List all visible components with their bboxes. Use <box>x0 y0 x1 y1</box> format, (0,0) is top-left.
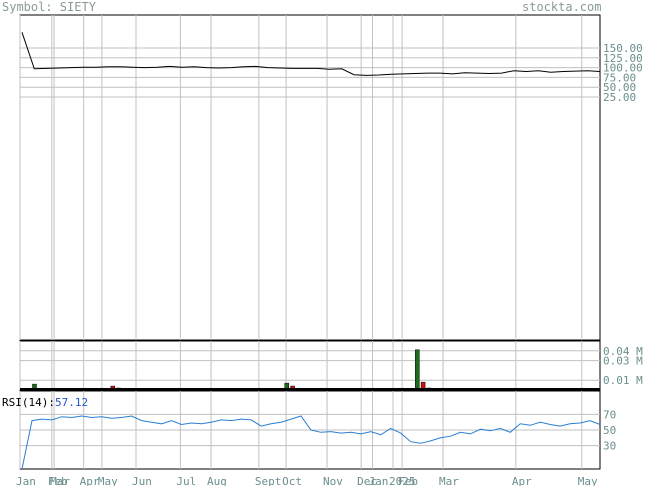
x-axis-label: Sept <box>255 475 282 486</box>
volume-grid <box>19 341 600 390</box>
volume-panel: 0.04 M0.03 M 0.01 M <box>19 340 643 391</box>
rsi-tick-label: 50 <box>603 424 616 437</box>
x-axis-label: Dec <box>357 475 377 486</box>
volume-tick-label: 0.01 M <box>603 374 643 387</box>
volume-bar <box>415 349 420 391</box>
site-label: stockta.com <box>522 0 601 14</box>
price-line <box>21 32 601 76</box>
x-axis-label: May <box>578 475 598 486</box>
volume-frame <box>19 340 601 391</box>
price-tick-label: 125.00 <box>603 52 643 65</box>
rsi-line <box>21 415 601 470</box>
rsi-tick-labels: 70 50 30 <box>603 408 616 452</box>
x-axis-label: Jun <box>132 475 152 486</box>
x-axis-label: May <box>98 475 118 486</box>
x-axis-label: Jan <box>16 475 36 486</box>
x-axis-label: Feb <box>48 475 68 486</box>
volume-tick-label: 0.03 M <box>603 355 643 368</box>
rsi-tick-label: 30 <box>603 440 616 453</box>
x-axis-label: Mar <box>439 475 459 486</box>
x-axis-label: Aug <box>207 475 227 486</box>
x-axis-label: Apr <box>512 475 532 486</box>
x-axis-label: Jan <box>369 475 389 486</box>
price-tick-label: 150.00 <box>603 42 643 55</box>
volume-tick-label: 0.04 M <box>603 345 643 358</box>
rsi-label: RSI(14): <box>2 396 55 409</box>
x-axis-label: Jul <box>176 475 196 486</box>
rsi-value: 57.12 <box>55 396 88 409</box>
x-axis-label: Mar <box>50 475 70 486</box>
price-tick-label: 50.00 <box>603 81 636 94</box>
x-axis-label: Apr <box>80 475 100 486</box>
price-tick-label: 75.00 <box>603 71 636 84</box>
x-axis-label: Oct <box>282 475 302 486</box>
x-axis-label: Feb <box>398 475 418 486</box>
x-axis-label: 2025 <box>389 475 416 486</box>
volume-tick-labels: 0.04 M0.03 M 0.01 M <box>603 345 643 387</box>
price-tick-label: 100.00 <box>603 62 643 75</box>
price-tick-label: 25.00 <box>603 91 636 104</box>
rsi-tick-label: 70 <box>603 408 616 421</box>
rsi-panel: 70 50 30 RSI(14): 57.12 <box>2 390 616 470</box>
volume-bars <box>20 349 600 391</box>
x-axis-label: Nov <box>323 475 343 486</box>
price-frame <box>19 14 601 341</box>
symbol-label: Symbol: SIETY <box>2 0 97 14</box>
price-grid <box>19 15 600 340</box>
